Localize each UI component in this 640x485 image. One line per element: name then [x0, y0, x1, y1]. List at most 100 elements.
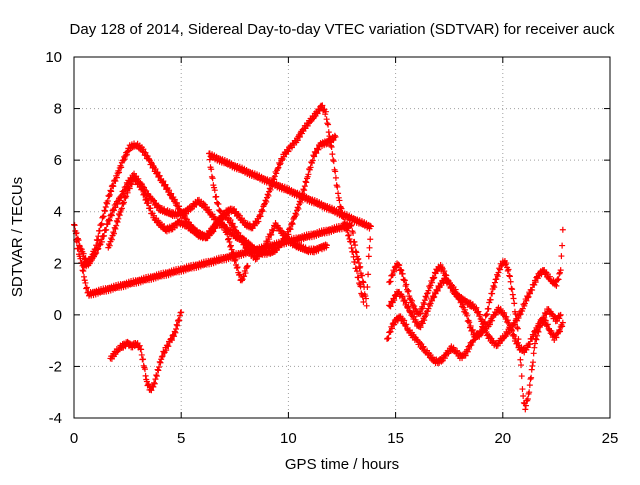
data-point	[559, 323, 566, 330]
data-point	[396, 262, 403, 269]
data-point	[359, 278, 366, 285]
data-point	[258, 206, 265, 213]
data-point	[175, 316, 182, 323]
data-point	[157, 359, 164, 366]
data-point	[256, 212, 263, 219]
data-point	[469, 326, 476, 333]
data-point	[303, 179, 310, 186]
data-point	[79, 267, 86, 274]
data-point	[526, 382, 533, 389]
data-point	[403, 321, 410, 328]
y-tick-label: 6	[54, 152, 62, 169]
data-point	[242, 270, 249, 277]
data-point	[531, 344, 538, 351]
data-point	[548, 327, 555, 334]
data-point	[397, 266, 404, 273]
data-point	[403, 281, 410, 288]
data-point	[555, 276, 562, 283]
data-point	[345, 232, 352, 239]
data-point	[148, 387, 155, 394]
data-point	[441, 355, 448, 362]
data-point	[325, 121, 332, 128]
data-point	[509, 291, 516, 298]
data-point	[219, 214, 226, 221]
data-point	[145, 200, 152, 207]
data-point	[311, 153, 318, 160]
data-point	[524, 395, 531, 402]
data-point	[229, 250, 236, 257]
data-point	[116, 212, 123, 219]
data-point	[512, 310, 519, 317]
data-point	[556, 312, 563, 319]
data-point	[138, 351, 145, 358]
data-point	[504, 317, 511, 324]
data-point	[401, 277, 408, 284]
data-point	[332, 168, 339, 175]
data-point	[141, 191, 148, 198]
data-point	[508, 285, 515, 292]
data-point	[459, 301, 466, 308]
data-point	[335, 194, 342, 201]
data-point	[557, 267, 564, 274]
y-tick-label: 2	[54, 255, 62, 272]
data-point	[289, 221, 296, 228]
data-point	[217, 208, 224, 215]
data-point	[276, 161, 283, 168]
data-point	[73, 238, 80, 245]
data-point	[365, 253, 372, 260]
data-point	[104, 197, 111, 204]
data-point	[151, 380, 158, 387]
data-point	[243, 263, 250, 270]
data-point	[348, 244, 355, 251]
data-point	[332, 174, 339, 181]
data-point	[114, 200, 121, 207]
data-point	[411, 303, 418, 310]
data-point	[113, 174, 120, 181]
data-point	[366, 244, 373, 251]
data-point	[120, 190, 127, 197]
data-point	[475, 308, 482, 315]
data-point	[302, 178, 309, 185]
data-point	[213, 193, 220, 200]
data-point	[142, 196, 149, 203]
data-point	[102, 208, 109, 215]
data-point	[313, 150, 320, 157]
data-point	[323, 242, 330, 249]
data-point	[530, 359, 537, 366]
data-point	[154, 169, 161, 176]
data-point	[558, 253, 565, 260]
data-point	[96, 242, 103, 249]
data-point	[124, 189, 131, 196]
data-point	[145, 381, 152, 388]
data-point	[487, 296, 494, 303]
data-point	[385, 335, 392, 342]
data-point	[529, 362, 536, 369]
data-point	[211, 187, 218, 194]
data-point	[365, 271, 372, 278]
data-point	[229, 220, 236, 227]
data-point	[241, 273, 248, 280]
data-point	[142, 372, 149, 379]
data-point	[424, 290, 431, 297]
plot-frame	[73, 56, 611, 419]
data-point	[389, 271, 396, 278]
data-point	[553, 334, 560, 341]
data-point	[315, 146, 322, 153]
data-point	[171, 333, 178, 340]
data-point	[268, 231, 275, 238]
data-point	[143, 195, 150, 202]
data-point	[503, 313, 510, 320]
data-point	[161, 223, 168, 230]
data-point	[347, 222, 354, 229]
data-point	[158, 353, 165, 360]
data-point	[225, 235, 232, 242]
data-point	[519, 386, 526, 393]
data-point	[173, 199, 180, 206]
data-point	[441, 268, 448, 275]
data-point	[126, 185, 133, 192]
data-point	[244, 262, 251, 269]
data-point	[224, 231, 231, 238]
data-point	[431, 274, 438, 281]
data-point	[112, 225, 119, 232]
